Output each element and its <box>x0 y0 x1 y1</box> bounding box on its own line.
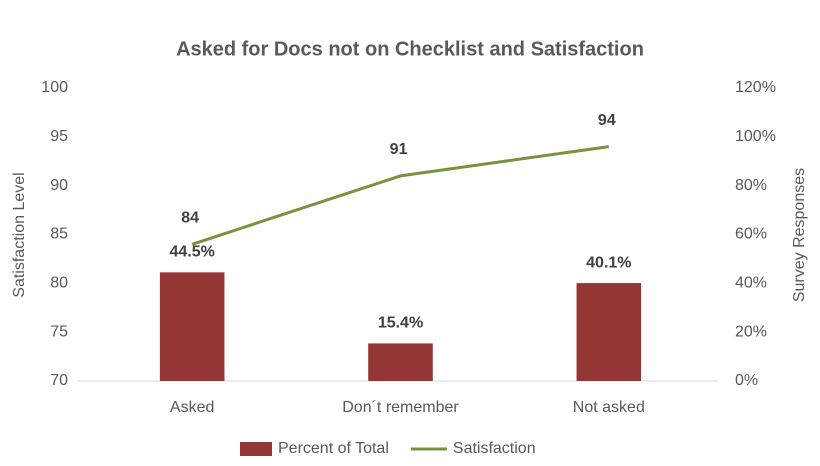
y-tick-label: 95 <box>50 128 68 145</box>
line <box>191 145 610 246</box>
data-label: 40.1% <box>586 254 631 271</box>
legend-label: Satisfaction <box>453 440 536 457</box>
y2-axis-label: Survey Responses <box>791 168 808 302</box>
legend-swatch <box>240 442 272 456</box>
y-tick-label: 70 <box>50 372 68 389</box>
x-tick-label: Not asked <box>573 399 645 416</box>
y-tick-label: 90 <box>50 177 68 194</box>
data-label: 84 <box>181 209 199 226</box>
data-label: 94 <box>598 112 616 129</box>
y-tick-label: 75 <box>50 323 68 340</box>
bar <box>159 272 225 381</box>
y2-tick-label: 0% <box>735 372 758 389</box>
y-axis-label: Satisfaction Level <box>11 172 28 297</box>
data-label: 15.4% <box>378 315 423 332</box>
x-tick-label: Asked <box>170 399 214 416</box>
y2-tick-label: 20% <box>735 323 767 340</box>
y2-tick-label: 120% <box>735 79 776 96</box>
x-tick-label: Don´t remember <box>342 399 459 416</box>
legend-label: Percent of Total <box>278 440 389 457</box>
data-label: 91 <box>390 141 408 158</box>
y2-tick-label: 100% <box>735 128 776 145</box>
data-label: 44.5% <box>169 244 214 261</box>
y-tick-label: 100 <box>41 79 68 96</box>
chart-title: Asked for Docs not on Checklist and Sati… <box>176 38 644 60</box>
y-tick-label: 80 <box>50 275 68 292</box>
y2-tick-label: 40% <box>735 275 767 292</box>
y-tick-label: 85 <box>50 226 68 243</box>
bar <box>576 283 642 381</box>
bar <box>368 343 433 381</box>
y2-tick-label: 60% <box>735 226 767 243</box>
y2-tick-label: 80% <box>735 177 767 194</box>
